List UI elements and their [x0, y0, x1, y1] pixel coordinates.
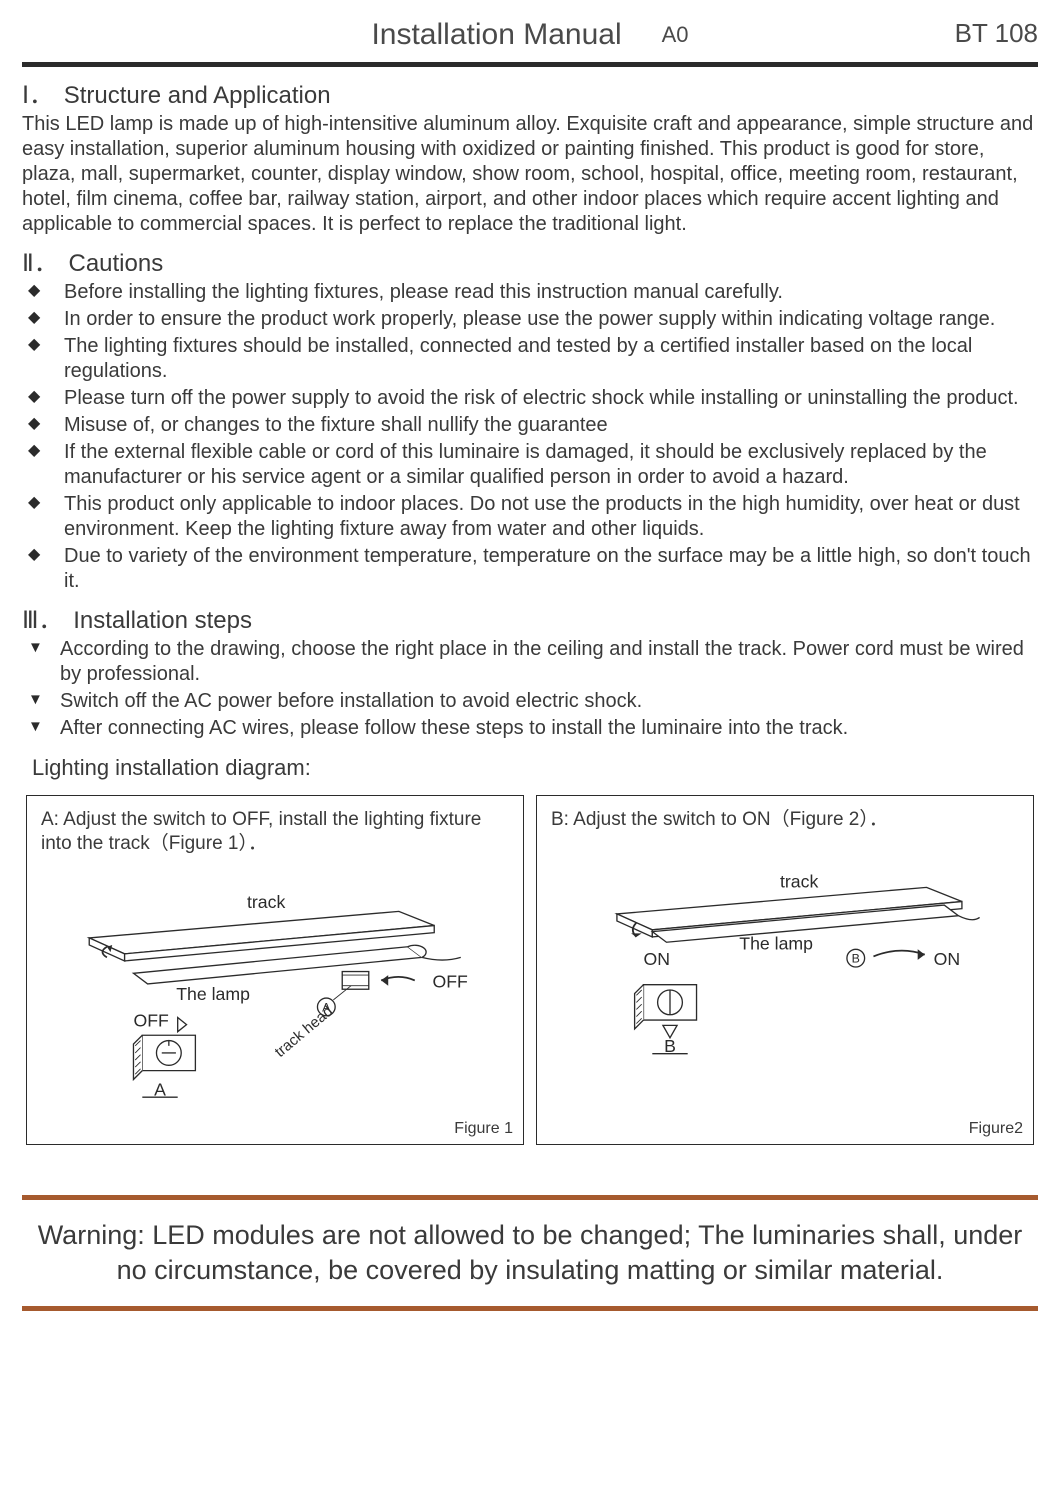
figure-1-box: A: Adjust the switch to OFF, install the…	[26, 795, 524, 1145]
header-rule	[22, 62, 1038, 67]
list-item: This product only applicable to indoor p…	[22, 492, 1038, 542]
figure-1-caption: A: Adjust the switch to OFF, install the…	[41, 808, 509, 856]
figure-2-caption: B: Adjust the switch to ON（Figure 2）．	[551, 808, 1019, 832]
figure-2-box: B: Adjust the switch to ON（Figure 2）． B …	[536, 795, 1034, 1145]
figure-2-svg: B track The lamp ON ON B	[551, 852, 1019, 1082]
list-item: Misuse of, or changes to the fixture sha…	[22, 413, 1038, 438]
list-item: The lighting fixtures should be installe…	[22, 334, 1038, 384]
svg-text:OFF: OFF	[133, 1010, 169, 1030]
diagram-heading: Lighting installation diagram:	[32, 755, 1038, 781]
warning-rule-top	[22, 1195, 1038, 1200]
list-item: After connecting AC wires, please follow…	[22, 716, 1038, 741]
revision-code: A0	[662, 22, 689, 48]
section-2-numeral: Ⅱ．	[22, 251, 58, 277]
section-2-title: Ⅱ． Cautions	[22, 243, 1038, 278]
manual-title: Installation Manual	[371, 18, 621, 52]
figure-2-number: Figure2	[969, 1120, 1023, 1138]
list-item: According to the drawing, choose the rig…	[22, 637, 1038, 687]
svg-text:B: B	[852, 951, 860, 965]
svg-text:The lamp: The lamp	[739, 933, 813, 953]
cautions-list: Before installing the lighting fixtures,…	[22, 280, 1038, 594]
install-steps-list: According to the drawing, choose the rig…	[22, 637, 1038, 741]
warning-text: Warning: LED modules are not allowed to …	[22, 1210, 1038, 1296]
list-item: Switch off the AC power before installat…	[22, 689, 1038, 714]
section-3-numeral: Ⅲ．	[22, 608, 63, 634]
svg-text:OFF: OFF	[432, 971, 468, 991]
section-2-heading: Cautions	[68, 250, 163, 277]
svg-text:track: track	[247, 891, 285, 911]
section-1-title: Ⅰ． Structure and Application	[22, 75, 1038, 110]
figure-1-number: Figure 1	[454, 1120, 513, 1138]
section-1-body: This LED lamp is made up of high-intensi…	[22, 112, 1038, 237]
svg-text:ON: ON	[934, 949, 961, 969]
svg-text:B: B	[664, 1036, 676, 1056]
spacer	[22, 1145, 1038, 1185]
svg-text:The lamp: The lamp	[176, 983, 250, 1003]
section-1-heading: Structure and Application	[64, 82, 331, 109]
section-1-numeral: Ⅰ．	[22, 83, 53, 109]
list-item: Please turn off the power supply to avoi…	[22, 386, 1038, 411]
page-header: Installation Manual A0 BT 108	[22, 18, 1038, 52]
figure-1-svg: A track The lamp track head OFF OFF A	[41, 876, 509, 1106]
list-item: Due to variety of the environment temper…	[22, 544, 1038, 594]
list-item: In order to ensure the product work prop…	[22, 307, 1038, 332]
svg-text:track head: track head	[272, 1002, 337, 1060]
section-3-title: Ⅲ． Installation steps	[22, 600, 1038, 635]
warning-rule-bottom	[22, 1306, 1038, 1311]
svg-text:ON: ON	[643, 949, 670, 969]
section-3-heading: Installation steps	[73, 607, 252, 634]
svg-text:track: track	[780, 871, 818, 891]
list-item: If the external flexible cable or cord o…	[22, 440, 1038, 490]
list-item: Before installing the lighting fixtures,…	[22, 280, 1038, 305]
model-number: BT 108	[955, 18, 1038, 49]
svg-text:A: A	[154, 1079, 166, 1099]
diagram-row: A: Adjust the switch to OFF, install the…	[26, 795, 1034, 1145]
